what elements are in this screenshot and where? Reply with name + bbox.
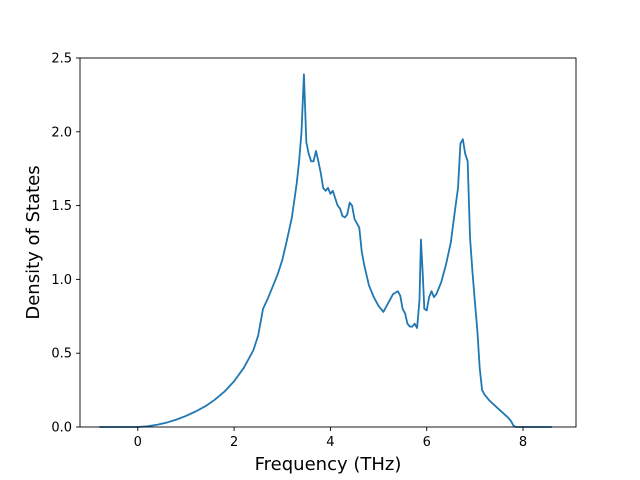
y-tick-label: 2.0: [51, 125, 72, 140]
x-tick-label: 8: [519, 435, 527, 450]
dos-series-line: [99, 73, 552, 428]
y-tick-label: 0.5: [51, 347, 72, 362]
x-tick-label: 2: [230, 435, 238, 450]
x-tick-label: 4: [326, 435, 334, 450]
x-tick-label: 6: [423, 435, 431, 450]
plot-area: [79, 57, 577, 428]
x-tick-label: 0: [134, 435, 142, 450]
x-axis-ticks: 0 2 4 6 8: [134, 427, 527, 450]
y-tick-label: 1.0: [51, 273, 72, 288]
y-tick-label: 0.0: [51, 421, 72, 436]
y-axis-label: Density of States: [23, 165, 44, 319]
y-tick-label: 1.5: [51, 199, 72, 214]
axes-frame: [79, 57, 577, 428]
y-tick-label: 2.5: [51, 52, 72, 67]
x-axis-label: Frequency (THz): [255, 454, 402, 475]
y-axis-ticks: 0.0 0.5 1.0 1.5 2.0 2.5: [51, 52, 80, 436]
